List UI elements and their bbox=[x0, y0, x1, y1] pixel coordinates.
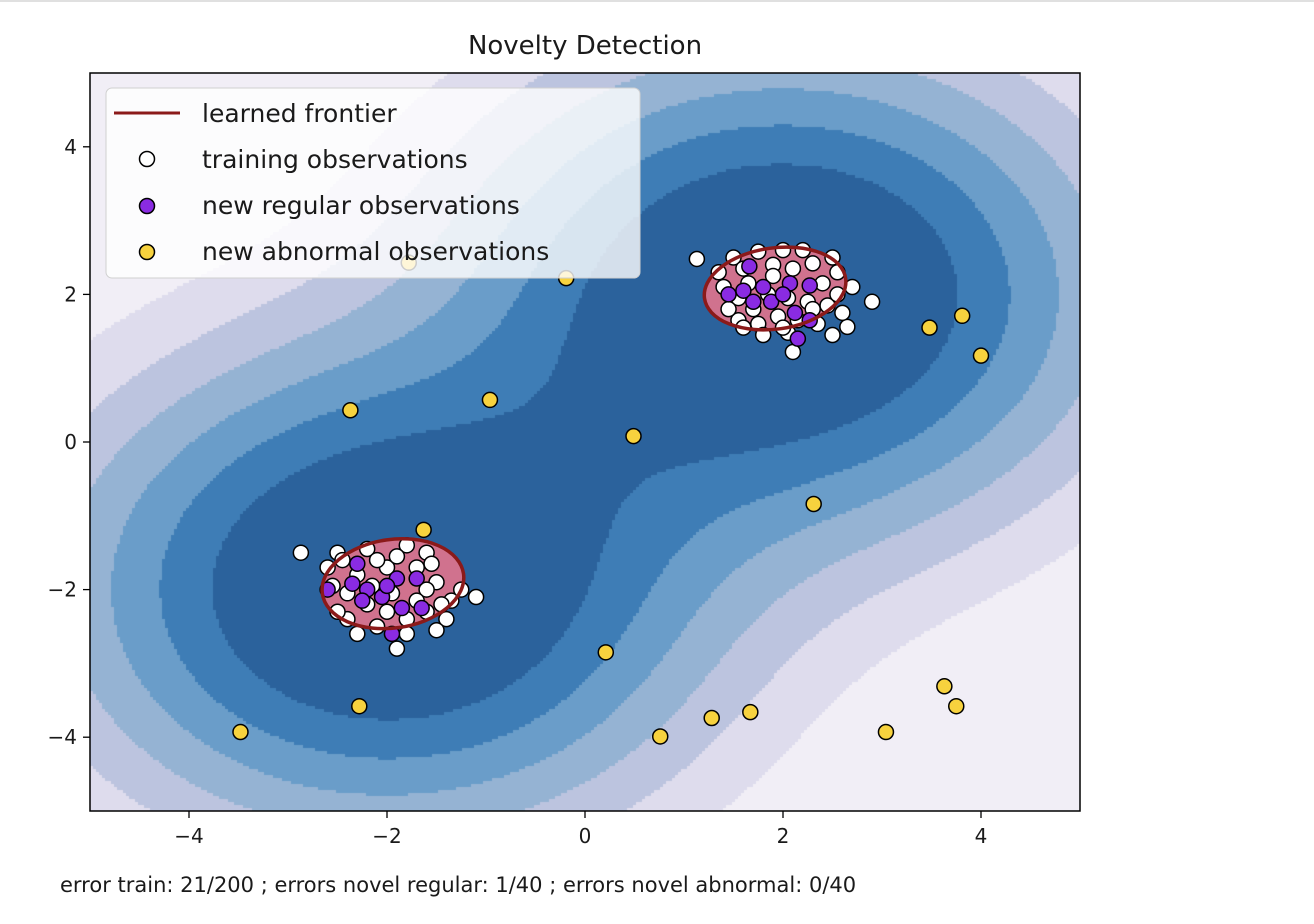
regular-point bbox=[378, 577, 396, 595]
abnormal-point bbox=[972, 347, 990, 364]
y-tick-label: −4 bbox=[48, 725, 77, 749]
legend-abnormal-marker bbox=[138, 243, 156, 261]
abnormal-point bbox=[703, 709, 720, 727]
training-point bbox=[834, 304, 851, 322]
abnormal-point bbox=[953, 307, 971, 325]
training-point bbox=[839, 318, 856, 336]
regular-point bbox=[786, 304, 804, 322]
abnormal-point bbox=[651, 728, 669, 745]
training-point bbox=[824, 326, 841, 344]
legend-label: training observations bbox=[202, 145, 468, 174]
legend-label: new abnormal observations bbox=[202, 237, 549, 266]
abnormal-point bbox=[625, 427, 642, 445]
abnormal-point bbox=[805, 495, 822, 513]
training-point bbox=[292, 544, 310, 561]
training-point bbox=[710, 264, 727, 281]
abnormal-point bbox=[415, 521, 432, 539]
training-point bbox=[428, 621, 445, 639]
training-point bbox=[378, 603, 396, 620]
training-point bbox=[784, 260, 802, 277]
training-point bbox=[423, 555, 440, 573]
training-point bbox=[388, 640, 406, 657]
learned-frontier bbox=[320, 536, 466, 631]
regular-point bbox=[745, 293, 762, 311]
y-tick-label: 2 bbox=[64, 282, 77, 306]
x-tick-label: 2 bbox=[777, 824, 790, 848]
regular-point bbox=[754, 278, 772, 296]
training-point bbox=[438, 610, 455, 628]
y-tick-label: 4 bbox=[64, 135, 77, 159]
y-axis: −4 −2 0 2 4 bbox=[48, 135, 90, 749]
x-tick-label: −2 bbox=[372, 824, 401, 848]
legend-label: learned frontier bbox=[202, 99, 397, 128]
training-point bbox=[804, 255, 821, 272]
x-tick-label: 0 bbox=[579, 824, 592, 848]
x-tick-label: 4 bbox=[975, 824, 988, 848]
regular-point bbox=[393, 599, 411, 617]
top-divider bbox=[0, 0, 1314, 2]
training-point bbox=[388, 548, 406, 565]
legend: learned frontier training observations n… bbox=[105, 87, 641, 279]
training-point bbox=[764, 267, 782, 285]
regular-point bbox=[413, 599, 430, 617]
training-point bbox=[349, 625, 366, 643]
x-tick-label: −4 bbox=[174, 824, 203, 848]
training-point bbox=[774, 241, 792, 259]
training-point bbox=[688, 250, 706, 268]
x-axis-label: error train: 21/200 ; errors novel regul… bbox=[60, 873, 856, 897]
training-point bbox=[368, 551, 386, 569]
regular-point bbox=[801, 277, 818, 294]
y-tick-label: 0 bbox=[64, 430, 77, 454]
legend-label: new regular observations bbox=[202, 191, 520, 220]
training-point bbox=[467, 588, 485, 606]
regular-point bbox=[408, 570, 425, 587]
abnormal-point bbox=[232, 723, 249, 741]
legend-training-marker bbox=[138, 150, 156, 168]
x-axis: −4 −2 0 2 4 bbox=[174, 811, 987, 848]
abnormal-point bbox=[597, 644, 615, 661]
regular-point bbox=[354, 592, 371, 609]
chart-title: Novelty Detection bbox=[468, 31, 702, 61]
regular-point bbox=[720, 286, 737, 303]
training-point bbox=[863, 293, 881, 311]
legend-box bbox=[105, 87, 641, 279]
learned-frontier bbox=[702, 245, 848, 332]
regular-point bbox=[762, 293, 780, 311]
regular-point bbox=[349, 555, 366, 573]
abnormal-point bbox=[877, 723, 895, 741]
regular-point bbox=[741, 258, 758, 275]
points-layer bbox=[232, 241, 990, 745]
abnormal-point bbox=[948, 697, 965, 715]
regular-point bbox=[344, 575, 361, 592]
training-point bbox=[720, 300, 737, 318]
abnormal-point bbox=[351, 697, 368, 715]
abnormal-point bbox=[936, 678, 953, 695]
abnormal-point bbox=[921, 319, 938, 336]
regular-point bbox=[774, 286, 792, 303]
training-point bbox=[418, 581, 435, 598]
abnormal-point bbox=[342, 402, 359, 419]
abnormal-point bbox=[742, 703, 759, 721]
regular-point bbox=[789, 330, 807, 347]
abnormal-point bbox=[481, 391, 499, 409]
legend-regular-marker bbox=[138, 197, 156, 215]
y-tick-label: −2 bbox=[48, 578, 77, 602]
